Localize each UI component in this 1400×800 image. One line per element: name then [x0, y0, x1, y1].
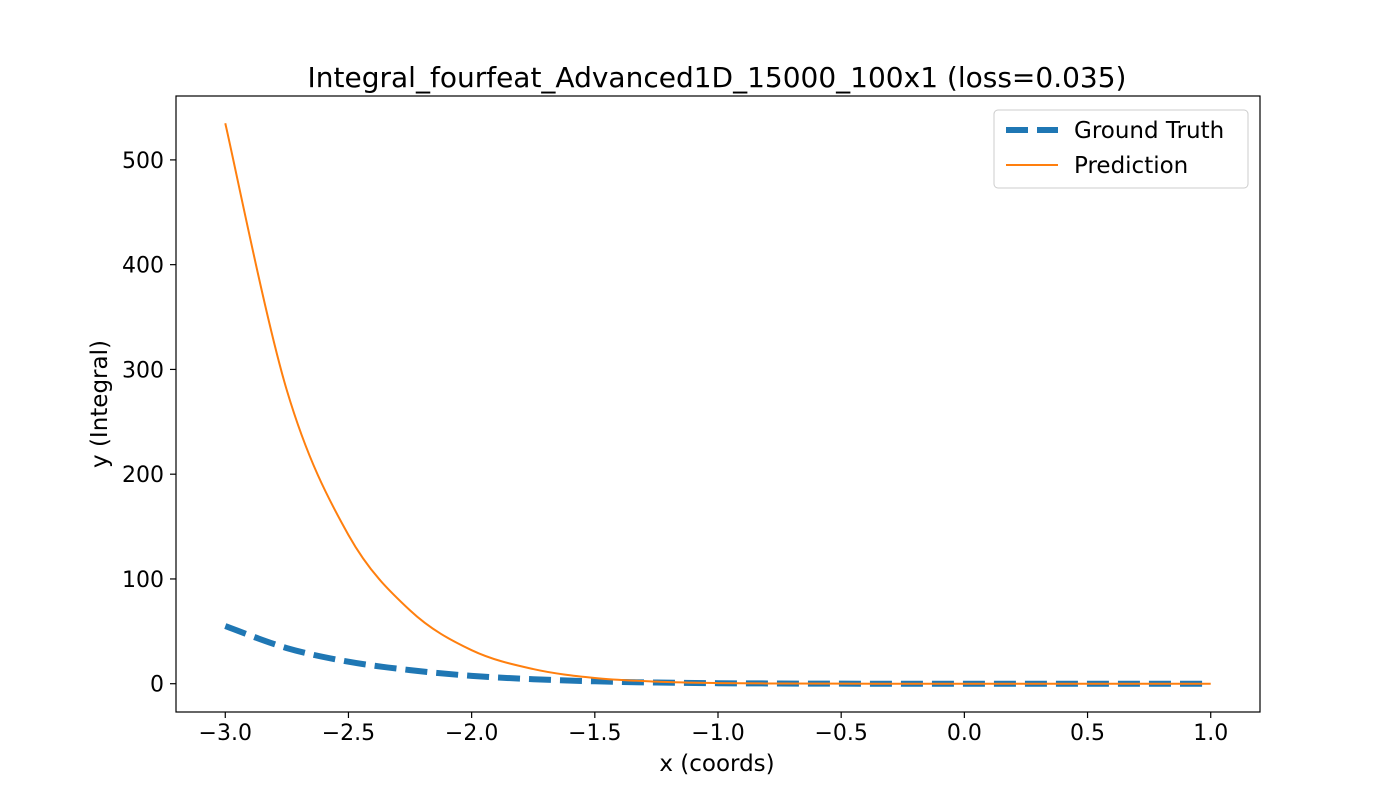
y-axis-label: y (Integral) — [87, 340, 113, 468]
y-tick-label: 0 — [150, 673, 164, 698]
y-tick-label: 300 — [122, 358, 164, 383]
y-tick-label: 200 — [122, 463, 164, 488]
chart-title: Integral_fourfeat_Advanced1D_15000_100x1… — [308, 61, 1127, 94]
x-tick-label: −0.5 — [814, 721, 867, 746]
series-line-prediction — [224, 123, 1211, 685]
x-tick-label: −1.0 — [691, 721, 744, 746]
legend-label-ground-truth: Ground Truth — [1074, 118, 1224, 144]
x-tick-label: −2.5 — [322, 721, 375, 746]
x-tick-label: 1.0 — [1193, 721, 1228, 746]
y-axis-ticks: 0 100 200 300 400 500 — [122, 149, 176, 698]
x-tick-label: −1.5 — [568, 721, 621, 746]
legend: Ground Truth Prediction — [993, 109, 1249, 189]
x-axis-ticks: −3.0 −2.5 −2.0 −1.5 −1.0 −0.5 0.0 0.5 1.0 — [199, 712, 1228, 746]
x-axis-label: x (coords) — [659, 751, 774, 777]
x-tick-label: −3.0 — [199, 721, 252, 746]
legend-label-prediction: Prediction — [1074, 153, 1188, 179]
x-tick-label: 0.0 — [947, 721, 982, 746]
y-tick-label: 100 — [122, 568, 164, 593]
y-tick-label: 400 — [122, 254, 164, 279]
y-tick-label: 500 — [122, 149, 164, 174]
x-tick-label: −2.0 — [445, 721, 498, 746]
x-tick-label: 0.5 — [1070, 721, 1105, 746]
plot-lines — [224, 123, 1211, 687]
